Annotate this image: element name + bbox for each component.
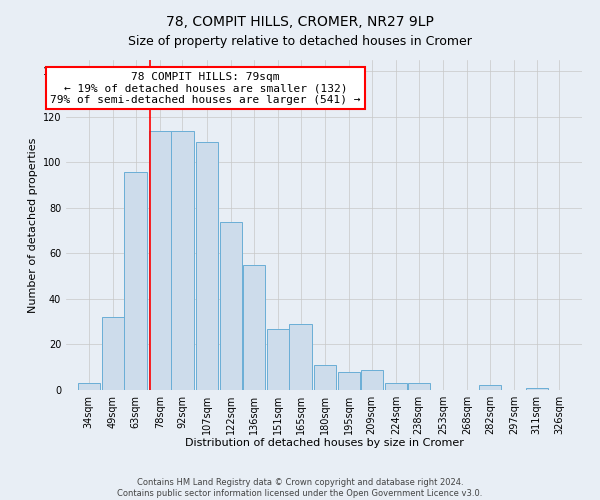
- Bar: [267, 328, 289, 390]
- Bar: [314, 365, 336, 390]
- Bar: [338, 372, 360, 390]
- X-axis label: Distribution of detached houses by size in Cromer: Distribution of detached houses by size …: [185, 438, 463, 448]
- Text: 78 COMPIT HILLS: 79sqm
← 19% of detached houses are smaller (132)
79% of semi-de: 78 COMPIT HILLS: 79sqm ← 19% of detached…: [50, 72, 361, 105]
- Bar: [77, 383, 100, 390]
- Bar: [289, 324, 311, 390]
- Bar: [479, 386, 501, 390]
- Bar: [102, 317, 124, 390]
- Y-axis label: Number of detached properties: Number of detached properties: [28, 138, 38, 312]
- Bar: [149, 130, 171, 390]
- Text: Contains HM Land Registry data © Crown copyright and database right 2024.
Contai: Contains HM Land Registry data © Crown c…: [118, 478, 482, 498]
- Bar: [526, 388, 548, 390]
- Text: 78, COMPIT HILLS, CROMER, NR27 9LP: 78, COMPIT HILLS, CROMER, NR27 9LP: [166, 15, 434, 29]
- Bar: [172, 130, 194, 390]
- Bar: [385, 383, 407, 390]
- Bar: [196, 142, 218, 390]
- Bar: [220, 222, 242, 390]
- Bar: [361, 370, 383, 390]
- Bar: [124, 172, 146, 390]
- Text: Size of property relative to detached houses in Cromer: Size of property relative to detached ho…: [128, 35, 472, 48]
- Bar: [242, 265, 265, 390]
- Bar: [407, 383, 430, 390]
